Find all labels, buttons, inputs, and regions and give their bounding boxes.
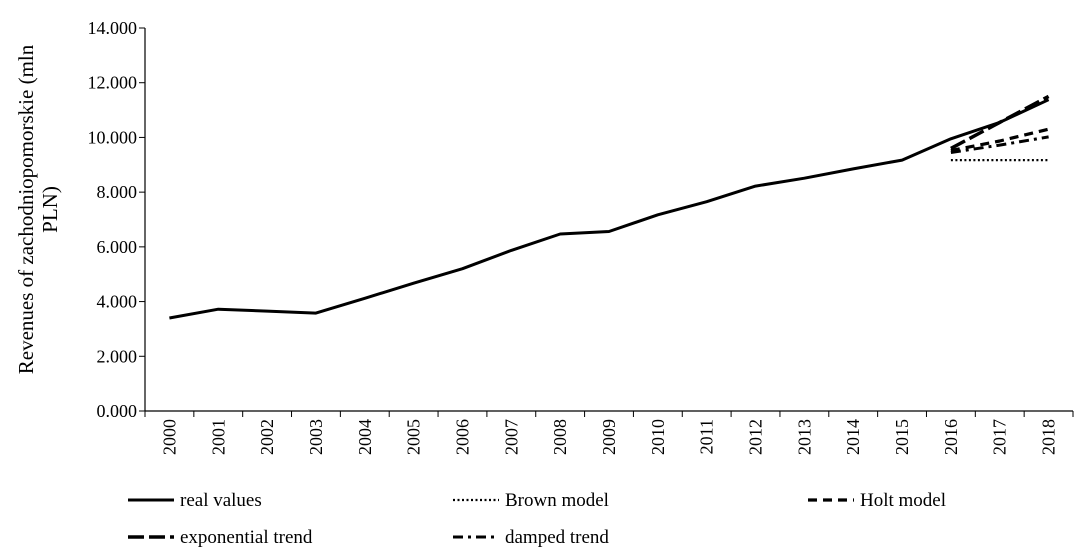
x-tick-label: 2010: [648, 419, 668, 455]
legend-label: exponential trend: [180, 527, 313, 548]
y-axis-title-line: Revenues of zachodniopomorskie (mln: [14, 44, 38, 374]
y-tick-labels: 0.000 2.000 4.000 6.000 8.000 10.000 12.000 14.…: [88, 18, 138, 421]
x-tick-label: 2002: [257, 419, 277, 455]
y-tick-label: 2.000: [97, 346, 138, 366]
x-tick-label: 2005: [404, 419, 424, 455]
y-tick-label: 12.000: [88, 73, 138, 93]
series-lines: [169, 94, 1050, 320]
x-tick-label: 2013: [794, 419, 814, 455]
x-tick-label: 2016: [941, 419, 961, 455]
y-tick-label: 0.000: [97, 401, 138, 421]
y-tick-label: 14.000: [88, 18, 138, 38]
x-tick-label: 2009: [599, 419, 619, 455]
x-tick-label: 2008: [550, 419, 570, 455]
series-line-damped-trend: [950, 135, 1049, 154]
legend-label: real values: [180, 490, 262, 511]
x-tick-label: 2011: [697, 419, 717, 454]
series-line-holt-model: [950, 127, 1049, 153]
legend: real values Brown model Holt model exponent…: [128, 490, 946, 548]
x-tick-labels: 2000 2001 2002 2003 2004 2005 2006 2007 2008 2009…: [159, 419, 1058, 455]
x-tick-label: 2004: [355, 419, 375, 455]
x-tick-label: 2015: [892, 419, 912, 455]
y-axis-title: Revenues of zachodniopomorskie (mlnPLN): [14, 44, 62, 374]
y-axis-label: Revenues of zachodniopomorskie (mlnPLN): [14, 44, 62, 374]
x-tick-label: 2001: [208, 419, 228, 455]
x-tick-label: 2014: [843, 419, 863, 455]
x-tick-label: 2007: [501, 419, 521, 455]
x-tick-label: 2003: [306, 419, 326, 455]
x-tick-label: 2006: [452, 419, 472, 455]
y-tick-label: 4.000: [97, 292, 138, 312]
y-tick-label: 8.000: [97, 182, 138, 202]
x-tick-label: 2018: [1039, 419, 1059, 455]
axes: [139, 27, 1074, 417]
x-tick-label: 2000: [159, 419, 179, 455]
legend-label: damped trend: [505, 527, 609, 548]
x-tick-label: 2012: [746, 419, 766, 455]
y-axis-title-line: PLN): [38, 186, 62, 233]
series-line-exponential-trend: [950, 94, 1050, 150]
legend-label: Holt model: [860, 490, 946, 511]
legend-label: Brown model: [505, 490, 609, 511]
y-tick-label: 6.000: [97, 237, 138, 257]
series-line-real-values: [169, 98, 1050, 320]
y-tick-label: 10.000: [88, 127, 138, 147]
x-tick-label: 2017: [990, 419, 1010, 455]
